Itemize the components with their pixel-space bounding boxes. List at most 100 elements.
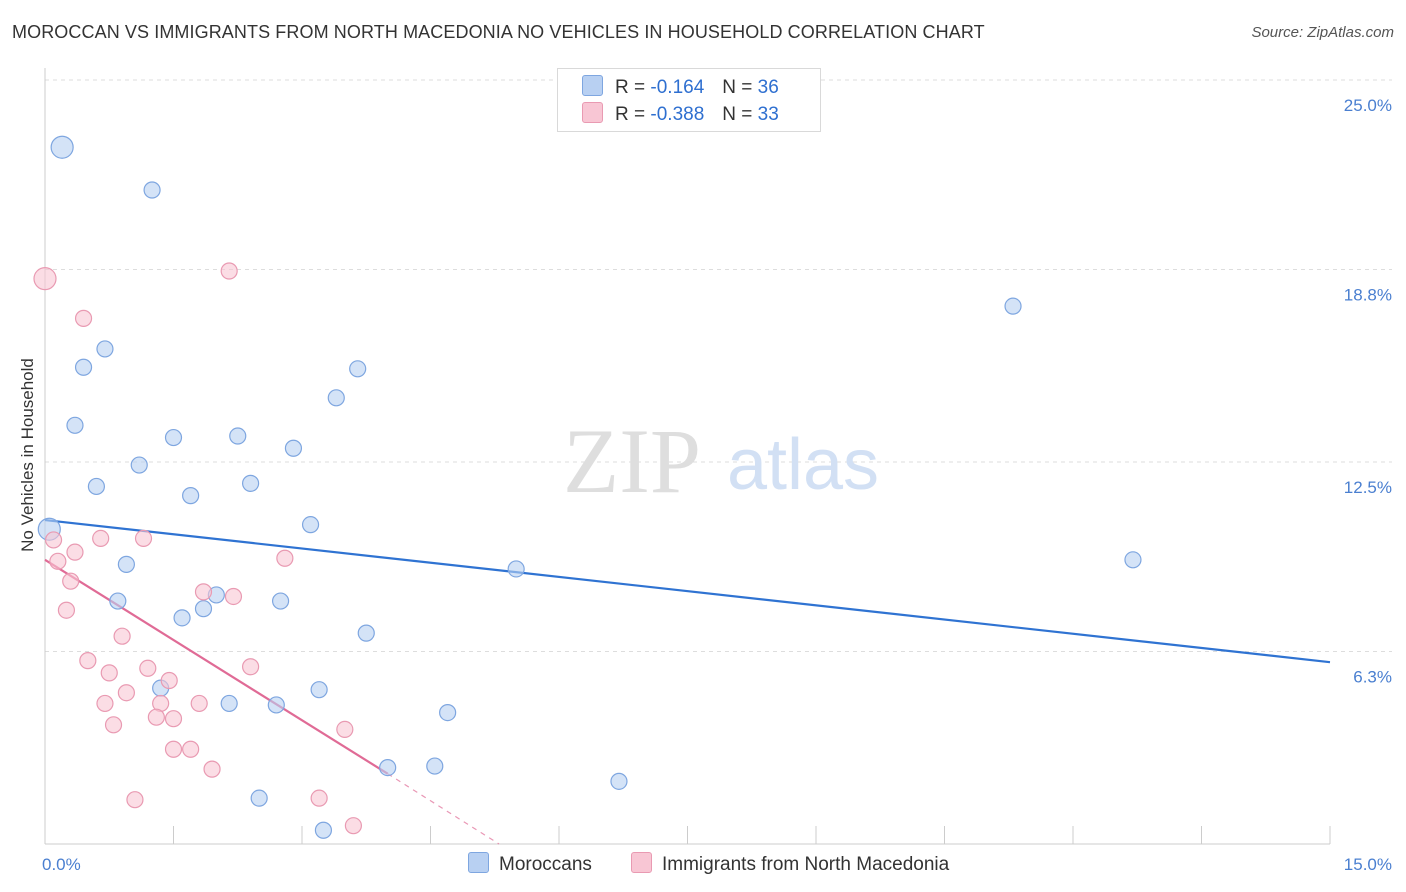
legend-n-label: N = (722, 77, 753, 98)
moroccan-point (267, 696, 285, 714)
legend-swatch-pink (631, 852, 652, 873)
legend-row-moroccans: R = -0.164 N = 36 (582, 75, 779, 99)
north-macedonia-point (104, 716, 123, 734)
north-macedonia-point (220, 262, 238, 280)
north-macedonia-point (203, 760, 221, 778)
y-tick-labels: 25.0% 18.8% 12.5% 6.3% (1344, 96, 1392, 686)
legend-n-label: N = (722, 104, 753, 125)
x-tick-label: 0.0% (42, 855, 81, 874)
moroccan-point (1124, 551, 1142, 569)
source-label: Source: ZipAtlas.com (1251, 24, 1394, 41)
legend-n-value: 33 (757, 104, 779, 125)
legend-item-moroccans: Moroccans (468, 852, 592, 876)
legend-r-value: -0.164 (650, 77, 705, 98)
moroccan-point (96, 340, 114, 358)
axes (44, 68, 1331, 845)
moroccan-point (109, 592, 127, 610)
moroccan-point (143, 181, 161, 199)
legend-series: Moroccans Immigrants from North Macedoni… (0, 852, 1406, 876)
moroccan-point (130, 456, 148, 474)
watermark: ZIP atlas (563, 410, 879, 512)
chart-title: MOROCCAN VS IMMIGRANTS FROM NORTH MACEDO… (12, 22, 985, 42)
moroccan-point (1004, 297, 1022, 315)
legend-n-value: 36 (757, 77, 779, 98)
moroccan-point (284, 439, 303, 457)
legend-r-label: R = (615, 104, 646, 125)
legend-label-north-macedonia: Immigrants from North Macedonia (662, 854, 950, 875)
north-macedonia-point (310, 789, 328, 807)
legend-stats: R = -0.164 N = 36 R = -0.388 N = 33 (557, 68, 821, 132)
north-macedonia-point (57, 601, 76, 619)
legend-r-label: R = (615, 77, 646, 98)
north-macedonia-point (242, 658, 260, 676)
y-tick-label: 18.8% (1344, 285, 1392, 304)
y-tick-label: 6.3% (1353, 667, 1392, 686)
north-macedonia-point (182, 740, 200, 758)
moroccan-point (242, 474, 260, 492)
north-macedonia-point (164, 740, 183, 758)
moroccan-point (379, 758, 397, 777)
north-macedonia-point (92, 529, 110, 548)
north-macedonia-point (344, 817, 362, 835)
moroccan-point (229, 427, 247, 445)
grid-lines (45, 79, 1392, 652)
north-macedonia-point (224, 587, 243, 606)
moroccan-point (66, 416, 84, 434)
legend-r-value: -0.388 (650, 104, 705, 125)
x-tick-label: 15.0% (1344, 855, 1392, 874)
moroccan-point (117, 555, 135, 573)
watermark-atlas: atlas (727, 425, 879, 505)
north-macedonia-point (336, 720, 354, 739)
north-macedonia-point (62, 572, 80, 590)
moroccan-point (271, 592, 290, 610)
moroccan-point (610, 772, 628, 790)
moroccan-point (173, 609, 191, 627)
x-tick-labels: 0.0% 15.0% (42, 855, 1392, 874)
north-macedonia-point (126, 791, 144, 809)
moroccan-point (182, 487, 200, 505)
north-macedonia-point (96, 694, 114, 713)
north-macedonia-point (113, 627, 131, 645)
moroccan-point (74, 358, 93, 376)
moroccan-point (250, 789, 268, 807)
north-macedonia-point (44, 531, 63, 549)
north-macedonia-point (194, 583, 213, 601)
north-macedonia-point (139, 659, 157, 677)
moroccan-point (357, 624, 375, 642)
moroccan-point (50, 135, 74, 159)
north-macedonia-trend-extension (387, 773, 500, 845)
moroccan-point (314, 821, 333, 839)
legend-label-moroccans: Moroccans (499, 854, 592, 875)
moroccan-point (301, 516, 320, 534)
watermark-zip: ZIP (563, 410, 701, 512)
north-macedonia-point (147, 708, 165, 726)
legend-swatch-blue (468, 852, 489, 873)
moroccan-point (426, 757, 444, 775)
north-macedonia-point (79, 652, 97, 670)
north-macedonia-point (190, 694, 208, 713)
moroccan-point (87, 477, 106, 496)
moroccan-point (327, 389, 345, 407)
north-macedonia-point (100, 664, 118, 682)
moroccan-point (349, 360, 367, 378)
north-macedonia-point (164, 710, 183, 728)
legend-row-north-macedonia: R = -0.388 N = 33 (582, 102, 779, 126)
trend-lines (44, 518, 1331, 845)
north-macedonia-trend-line (44, 558, 389, 775)
north-macedonia-point (49, 552, 67, 570)
moroccan-point (164, 428, 183, 447)
moroccan-point (507, 560, 525, 578)
north-macedonia-point (66, 543, 84, 561)
north-macedonia-point (160, 671, 178, 690)
north-macedonia-point (276, 549, 294, 567)
legend-swatch-pink (582, 102, 603, 123)
y-tick-label: 12.5% (1344, 478, 1392, 497)
data-points (33, 135, 1142, 839)
moroccan-point (220, 694, 238, 713)
y-tick-label: 25.0% (1344, 96, 1392, 115)
moroccan-trend-line (44, 518, 1331, 664)
north-macedonia-point (117, 684, 135, 702)
north-macedonia-point (74, 309, 93, 327)
legend-swatch-blue (582, 75, 603, 96)
